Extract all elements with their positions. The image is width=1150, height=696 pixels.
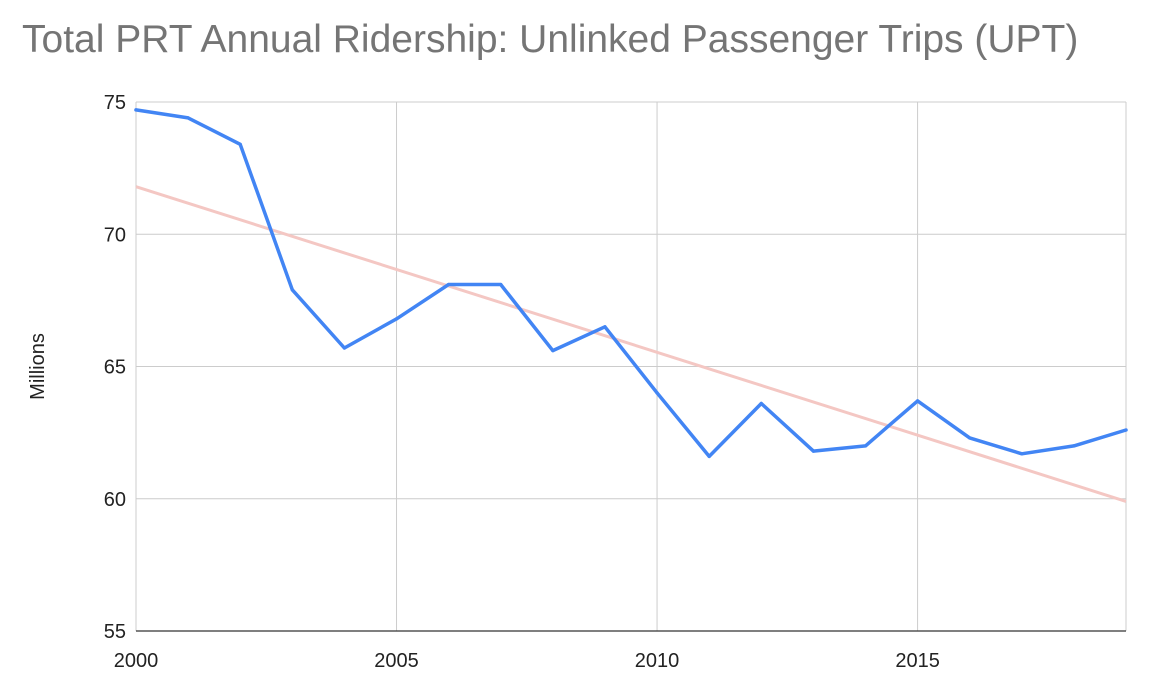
x-tick-label: 2000 (114, 650, 159, 672)
data-point (342, 346, 347, 350)
data-point (186, 116, 190, 120)
data-point (290, 288, 294, 292)
data-point (447, 282, 451, 287)
chart-title: Total PRT Annual Ridership: Unlinked Pas… (22, 18, 1079, 61)
data-point (707, 454, 711, 459)
y-tick-label: 55 (104, 621, 126, 643)
y-axis-label: Millions (27, 333, 49, 400)
data-point (1072, 444, 1076, 448)
data-point (603, 325, 607, 329)
data-point (811, 449, 815, 453)
y-tick-label: 75 (104, 92, 126, 114)
data-point (394, 317, 399, 321)
data-point (655, 391, 659, 395)
data-point (499, 282, 503, 287)
x-tick-label: 2015 (895, 650, 940, 672)
data-point (915, 399, 920, 403)
x-tick-label: 2010 (635, 650, 680, 672)
data-point (968, 436, 972, 440)
x-tick-label: 2005 (374, 650, 419, 672)
y-tick-label: 70 (104, 224, 126, 246)
data-point (759, 401, 763, 406)
data-point (863, 444, 868, 448)
data-point (1124, 428, 1128, 432)
data-point (134, 108, 138, 112)
data-point (238, 142, 242, 146)
data-point (1020, 452, 1024, 456)
data-point (551, 349, 555, 353)
y-tick-label: 65 (104, 357, 126, 379)
trendline (135, 185, 1127, 503)
series-line (134, 108, 1128, 459)
y-tick-label: 60 (104, 489, 126, 511)
